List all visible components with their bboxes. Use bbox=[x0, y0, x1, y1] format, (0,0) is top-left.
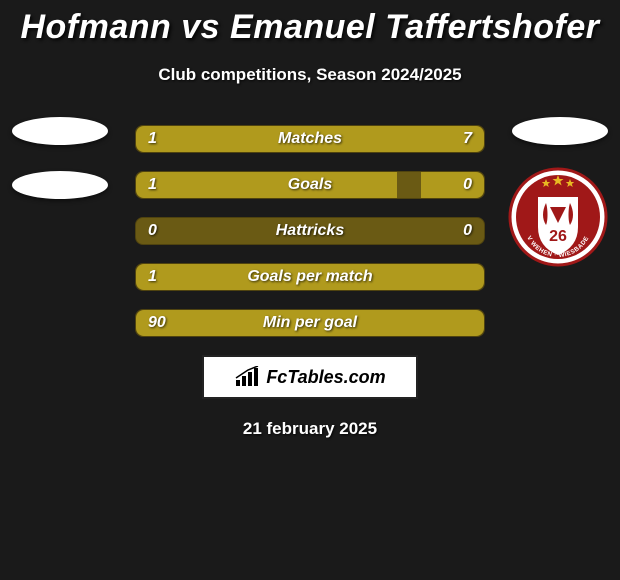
bar-label: Matches bbox=[136, 126, 484, 152]
badge-ellipse bbox=[12, 117, 108, 145]
brand-box: FcTables.com bbox=[202, 355, 418, 399]
page-title: Hofmann vs Emanuel Taffertshofer bbox=[0, 0, 620, 47]
bar-label: Hattricks bbox=[136, 218, 484, 244]
subtitle: Club competitions, Season 2024/2025 bbox=[0, 65, 620, 85]
stat-bar: 17Matches bbox=[135, 125, 485, 153]
stat-bars: 17Matches 10Goals 00Hattricks 1Goals per ma… bbox=[135, 125, 485, 337]
stat-bar: 90Min per goal bbox=[135, 309, 485, 337]
club-logo: 26 SV WEHEN · WIESBADEN bbox=[508, 167, 608, 267]
brand-label: FcTables.com bbox=[266, 367, 385, 388]
stat-bar: 00Hattricks bbox=[135, 217, 485, 245]
date-label: 21 february 2025 bbox=[0, 419, 620, 439]
stat-bar: 10Goals bbox=[135, 171, 485, 199]
bar-label: Goals bbox=[136, 172, 484, 198]
bar-label: Goals per match bbox=[136, 264, 484, 290]
badge-ellipse bbox=[512, 117, 608, 145]
player-right-badges bbox=[512, 117, 608, 171]
bar-label: Min per goal bbox=[136, 310, 484, 336]
svg-text:26: 26 bbox=[549, 228, 567, 245]
stats-area: 26 SV WEHEN · WIESBADEN 17Matches 10Goals… bbox=[0, 125, 620, 337]
player-left-badges bbox=[12, 117, 108, 225]
stat-bar: 1Goals per match bbox=[135, 263, 485, 291]
badge-ellipse bbox=[12, 171, 108, 199]
brand-chart-icon bbox=[234, 366, 260, 388]
